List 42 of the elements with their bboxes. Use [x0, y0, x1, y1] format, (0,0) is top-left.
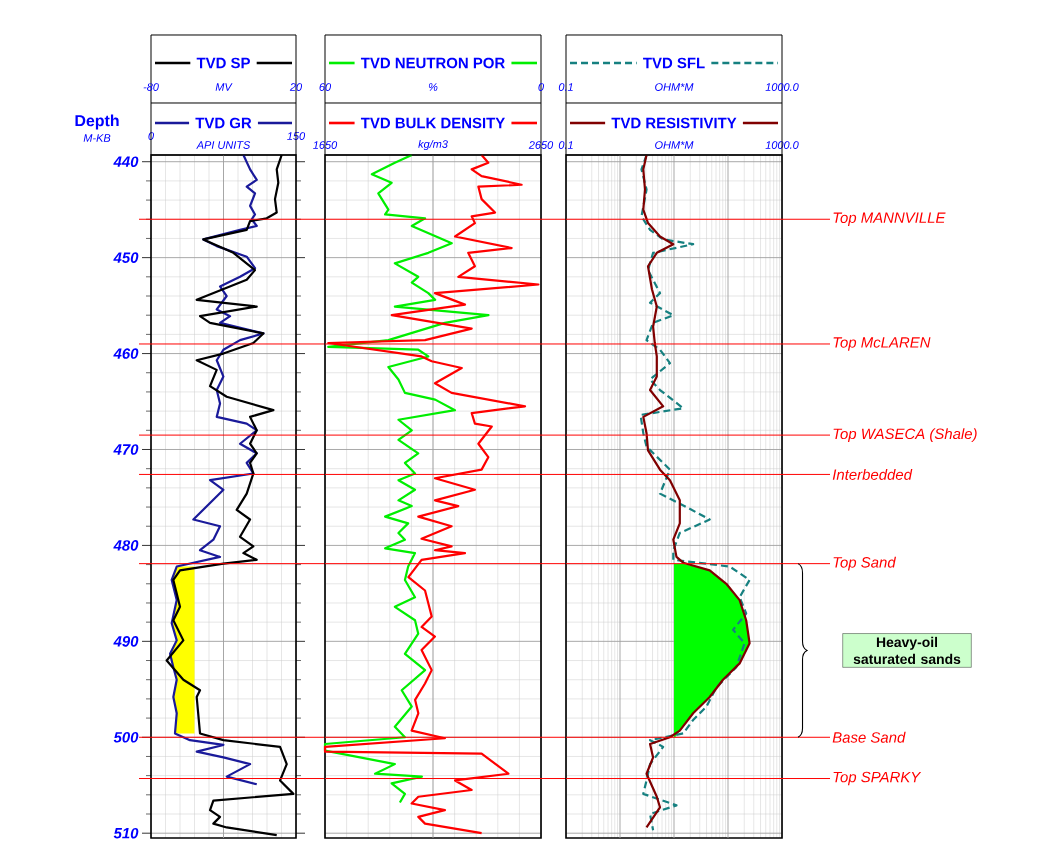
ref-line-label: Top WASECA (Shale) [833, 428, 977, 443]
text: M-KB [83, 134, 111, 142]
x-tick-label: 150 [287, 132, 306, 140]
x-tick-label: 0.1 [558, 141, 573, 149]
ref-line-label: Interbedded [832, 468, 913, 480]
ref-line-label: Base Sand [832, 731, 906, 743]
text: kg/m3 [418, 139, 448, 151]
legend-label: TVD GR [195, 117, 252, 129]
y-tick-label: 490 [113, 636, 139, 647]
y-tick-label: 470 [113, 444, 139, 455]
x2-tick-label: -80 [143, 83, 159, 91]
text: Heavy-oil saturated sands [853, 636, 961, 665]
text: OHM*M [655, 83, 694, 91]
ref-line-label: Top McLAREN [833, 337, 931, 351]
x2-tick-label: 60 [319, 83, 332, 91]
x2-tick-label: 0 [538, 83, 544, 91]
text: API UNITS [196, 141, 251, 149]
text: OHM*M [655, 141, 694, 149]
x-tick-label: 2650 [528, 141, 554, 149]
line-series [168, 153, 265, 786]
text: % [428, 83, 438, 91]
x2-tick-label: 1000.0 [765, 83, 799, 91]
y-tick-label: 510 [113, 827, 139, 839]
x2-tick-label: 0.1 [558, 83, 573, 91]
y-tick-label: 480 [113, 540, 139, 551]
y-tick-label: 450 [113, 252, 139, 263]
y-tick-label: 460 [113, 348, 139, 359]
legend-label: TVD BULK DENSITY [360, 117, 505, 129]
legend-label: TVD SFL [643, 57, 705, 69]
y-tick-label: 500 [113, 731, 139, 743]
x-tick-label: 1000.0 [765, 141, 799, 149]
legend-label: TVD NEUTRON POR [360, 57, 505, 69]
legend-label: TVD SP [196, 57, 250, 69]
text: MV [215, 83, 233, 91]
x2-tick-label: 20 [289, 83, 302, 91]
legend-label: TVD RESISTIVITY [611, 117, 737, 129]
y-axis-title: Depth [75, 114, 119, 130]
y-tick-label: 440 [113, 156, 139, 167]
x-tick-label: 1650 [313, 141, 338, 149]
ref-line-label: Top MANNVILLE [833, 212, 946, 226]
ref-line-label: Top Sand [833, 556, 897, 571]
ref-line-label: Top SPARKY [833, 771, 922, 786]
